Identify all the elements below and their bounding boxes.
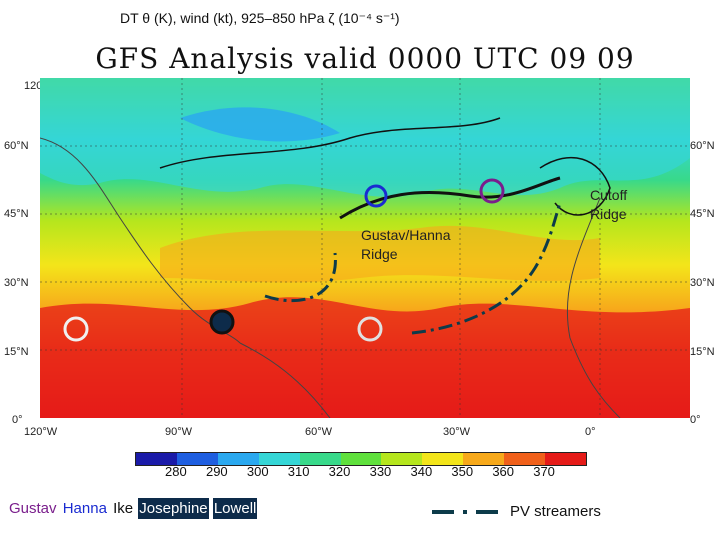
coastline-africa-europe (566, 197, 621, 418)
colorbar-swatch (545, 453, 586, 465)
lat-tick-45n-right: 45°N (690, 208, 715, 220)
lon-tick-30w-bottom: 30°W (443, 426, 471, 438)
theta-map (40, 78, 690, 418)
jet-contour-1 (339, 176, 561, 220)
colorbar-tick-label: 350 (451, 464, 474, 479)
colorbar-tick-label: 280 (165, 464, 187, 479)
lat-tick-45n-left: 45°N (4, 208, 29, 220)
pv-streamer-legend-line (432, 510, 502, 514)
legend-storm-ike: Ike (113, 500, 134, 517)
lat-tick-60n-left: 60°N (4, 140, 29, 152)
colorbar-swatch (504, 453, 546, 465)
lat-tick-30n-left: 30°N (4, 277, 29, 289)
figure-header: DT θ (K), wind (kt), 925–850 hPa ζ (10⁻⁴… (120, 10, 400, 26)
lat-tick-0-right: 0° (690, 414, 701, 426)
jet-contour-2 (159, 117, 501, 169)
theta-colorbar (135, 452, 587, 466)
pv-streamers-legend: PV streamers (432, 500, 682, 524)
lon-tick-60w-bottom: 60°W (305, 426, 333, 438)
colorbar-swatch (422, 453, 464, 465)
cutoff-contour (539, 157, 611, 216)
pv-streamer-2 (411, 202, 562, 335)
colorbar-tick-label: 300 (246, 464, 269, 479)
colorbar-tick-label: 360 (492, 464, 515, 479)
lat-tick-60n-right: 60°N (690, 140, 715, 152)
gustav-hanna-ridge-label: Gustav/Hanna Ridge (361, 227, 451, 262)
colorbar-tick-label: 290 (205, 464, 228, 479)
cutoff-ridge-label: Cutoff Ridge (590, 187, 628, 222)
lat-tick-30n-right: 30°N (690, 277, 715, 289)
colorbar-tick-label: 330 (369, 464, 392, 479)
lon-tick-90w-bottom: 90°W (165, 426, 193, 438)
storm-legend: Gustav Hanna Ike Josephine Lowell (8, 498, 258, 519)
blue-trough (180, 107, 340, 142)
legend-storm-hanna: Hanna (62, 500, 107, 517)
colorbar-tick-label: 310 (287, 464, 310, 479)
colorbar-swatch (463, 453, 505, 465)
lowell-marker (63, 316, 89, 342)
lat-tick-15n-left: 15°N (4, 346, 29, 358)
colorbar-swatch (340, 453, 382, 465)
gustav-marker (479, 178, 505, 204)
lon-tick-0-bottom: 0° (585, 426, 596, 438)
josephine-marker (357, 316, 383, 342)
colorbar-swatch (299, 453, 341, 465)
colorbar-labels: 280 290 300 310 320 330 340 350 360 370 (135, 464, 585, 480)
lat-tick-15n-right: 15°N (690, 346, 715, 358)
warm-tropical-region (40, 297, 690, 418)
ike-marker (209, 309, 235, 335)
orange-band (160, 225, 600, 283)
colorbar-swatch (381, 453, 423, 465)
legend-storm-lowell: Lowell (212, 498, 258, 519)
pv-streamers-label: PV streamers (510, 503, 601, 520)
lon-tick-120w-bottom: 120°W (24, 426, 58, 438)
pv-streamer-1 (264, 252, 337, 303)
coastline-south-america (239, 342, 331, 418)
colorbar-tick-label: 370 (533, 464, 555, 479)
hanna-marker (364, 184, 388, 208)
colorbar-tick-label: 320 (328, 464, 351, 479)
colorbar-swatch (136, 453, 177, 465)
colorbar-tick-label: 340 (410, 464, 433, 479)
cool-air-region (40, 78, 690, 197)
legend-storm-josephine: Josephine (138, 498, 209, 519)
legend-storm-gustav: Gustav (9, 500, 57, 517)
lat-tick-0-left: 0° (12, 414, 23, 426)
colorbar-swatch (217, 453, 259, 465)
colorbar-swatch (258, 453, 300, 465)
colorbar-swatch (176, 453, 218, 465)
